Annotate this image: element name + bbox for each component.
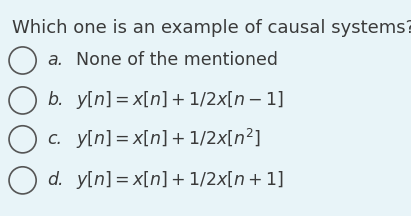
Text: None of the mentioned: None of the mentioned (76, 51, 278, 70)
Text: a.: a. (47, 51, 63, 70)
Text: d.: d. (47, 171, 64, 189)
Text: Which one is an example of causal systems?: Which one is an example of causal system… (12, 19, 411, 37)
Text: $y[n] = x[n] + 1/2x[n+1]$: $y[n] = x[n] + 1/2x[n+1]$ (76, 169, 284, 191)
Text: $y[n] = x[n] + 1/2x[n^2]$: $y[n] = x[n] + 1/2x[n^2]$ (76, 127, 261, 151)
Text: c.: c. (47, 130, 62, 148)
Text: b.: b. (47, 91, 64, 110)
Text: $y[n] = x[n] + 1/2x[n-1]$: $y[n] = x[n] + 1/2x[n-1]$ (76, 89, 284, 111)
